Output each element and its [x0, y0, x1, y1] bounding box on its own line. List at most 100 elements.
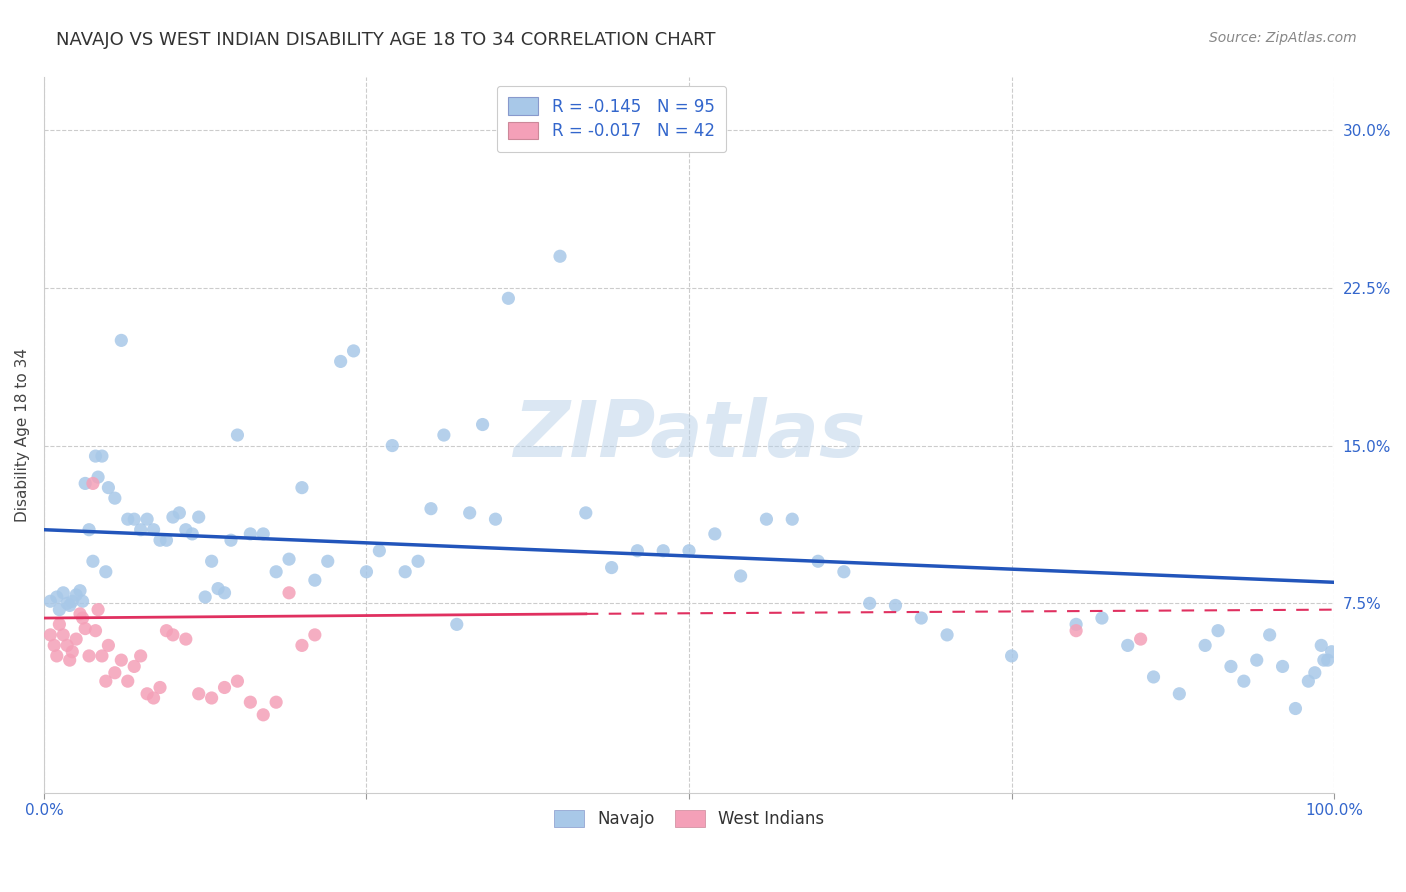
Point [458, 506, 481, 520]
Y-axis label: Disability Age 18 to 34: Disability Age 18 to 34 [15, 348, 30, 522]
Point [1129, 632, 1152, 646]
Point [356, 565, 378, 579]
Point [75, 476, 97, 491]
Point [91, 449, 114, 463]
Point [39, 594, 62, 608]
Point [87, 602, 110, 616]
Point [652, 543, 675, 558]
Point [1258, 628, 1281, 642]
Point [1284, 701, 1306, 715]
Point [110, 653, 132, 667]
Point [84, 449, 107, 463]
Point [39, 628, 62, 642]
Point [142, 523, 165, 537]
Point [936, 628, 959, 642]
Point [122, 512, 145, 526]
Point [169, 506, 191, 520]
Point [69, 607, 91, 621]
Point [82, 476, 104, 491]
Point [87, 470, 110, 484]
Point [187, 687, 209, 701]
Point [129, 648, 152, 663]
Point [110, 334, 132, 348]
Legend: Navajo, West Indians: Navajo, West Indians [547, 803, 831, 834]
Point [1310, 639, 1333, 653]
Point [174, 632, 197, 646]
Point [291, 639, 314, 653]
Point [394, 565, 416, 579]
Point [406, 554, 429, 568]
Point [278, 586, 301, 600]
Point [329, 354, 352, 368]
Point [304, 573, 326, 587]
Point [446, 617, 468, 632]
Point [72, 594, 94, 608]
Point [136, 512, 159, 526]
Point [600, 560, 623, 574]
Point [471, 417, 494, 432]
Point [807, 554, 830, 568]
Point [94, 674, 117, 689]
Text: NAVAJO VS WEST INDIAN DISABILITY AGE 18 TO 34 CORRELATION CHART: NAVAJO VS WEST INDIAN DISABILITY AGE 18 … [56, 31, 716, 49]
Point [94, 565, 117, 579]
Point [65, 588, 87, 602]
Point [1271, 659, 1294, 673]
Point [703, 527, 725, 541]
Point [201, 554, 224, 568]
Point [207, 582, 229, 596]
Point [155, 624, 177, 638]
Point [433, 428, 456, 442]
Point [1064, 624, 1087, 638]
Point [755, 512, 778, 526]
Point [48, 617, 70, 632]
Point [187, 510, 209, 524]
Point [48, 602, 70, 616]
Point [1168, 687, 1191, 701]
Point [60, 645, 83, 659]
Point [910, 611, 932, 625]
Point [181, 527, 204, 541]
Point [219, 533, 242, 548]
Point [162, 628, 184, 642]
Point [252, 527, 274, 541]
Point [575, 506, 598, 520]
Point [291, 481, 314, 495]
Point [1298, 674, 1320, 689]
Point [884, 599, 907, 613]
Point [149, 681, 172, 695]
Point [1194, 639, 1216, 653]
Point [498, 291, 520, 305]
Point [214, 681, 236, 695]
Point [1313, 653, 1336, 667]
Point [264, 565, 287, 579]
Point [1000, 648, 1022, 663]
Point [1064, 617, 1087, 632]
Point [59, 599, 82, 613]
Point [44, 639, 66, 653]
Text: Source: ZipAtlas.com: Source: ZipAtlas.com [1209, 31, 1357, 45]
Point [239, 695, 262, 709]
Point [1206, 624, 1229, 638]
Point [136, 687, 159, 701]
Point [194, 590, 217, 604]
Point [82, 554, 104, 568]
Point [75, 622, 97, 636]
Point [264, 695, 287, 709]
Point [97, 481, 120, 495]
Point [77, 523, 100, 537]
Point [60, 594, 83, 608]
Point [342, 343, 364, 358]
Point [52, 628, 75, 642]
Point [1219, 659, 1241, 673]
Point [859, 596, 882, 610]
Point [77, 648, 100, 663]
Point [226, 674, 249, 689]
Point [678, 543, 700, 558]
Point [548, 249, 571, 263]
Point [117, 674, 139, 689]
Point [129, 523, 152, 537]
Point [1142, 670, 1164, 684]
Point [214, 586, 236, 600]
Point [1246, 653, 1268, 667]
Text: ZIPatlas: ZIPatlas [513, 397, 865, 473]
